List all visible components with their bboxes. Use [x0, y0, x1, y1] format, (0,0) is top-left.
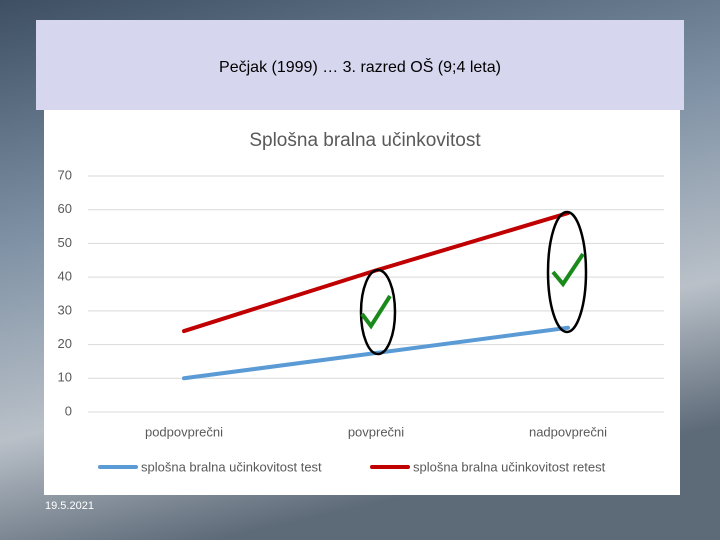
y-tick-label: 10 [58, 370, 72, 385]
x-tick-label: povprečni [348, 424, 404, 439]
x-tick-label: nadpovprečni [529, 424, 607, 439]
y-tick-label: 70 [58, 167, 72, 182]
plot: 0 10 20 30 40 50 60 70 podpovprečni povprečni nadp… [58, 167, 664, 474]
y-tick-label: 50 [58, 235, 72, 250]
check-mark [551, 252, 585, 288]
slide-date: 19.5.2021 [45, 500, 94, 512]
x-tick-label: podpovprečni [145, 424, 223, 439]
highlight-ellipse [546, 210, 588, 334]
y-tick-label: 20 [58, 336, 72, 351]
check-mark [360, 294, 392, 330]
header-box [36, 20, 684, 110]
slide-title: Pečjak (1999) … 3. razred OŠ (9;4 leta) [219, 57, 501, 76]
annotations [359, 210, 588, 356]
legend-label: splošna bralna učinkovitost test [141, 459, 322, 474]
legend-label: splošna bralna učinkovitost retest [413, 459, 606, 474]
y-tick-label: 40 [58, 269, 72, 284]
y-tick-label: 30 [58, 302, 72, 317]
highlight-ellipse [359, 268, 397, 356]
chart-title: Splošna bralna učinkovitost [249, 130, 481, 151]
y-tick-label: 60 [58, 201, 72, 216]
y-tick-label: 0 [65, 403, 72, 418]
